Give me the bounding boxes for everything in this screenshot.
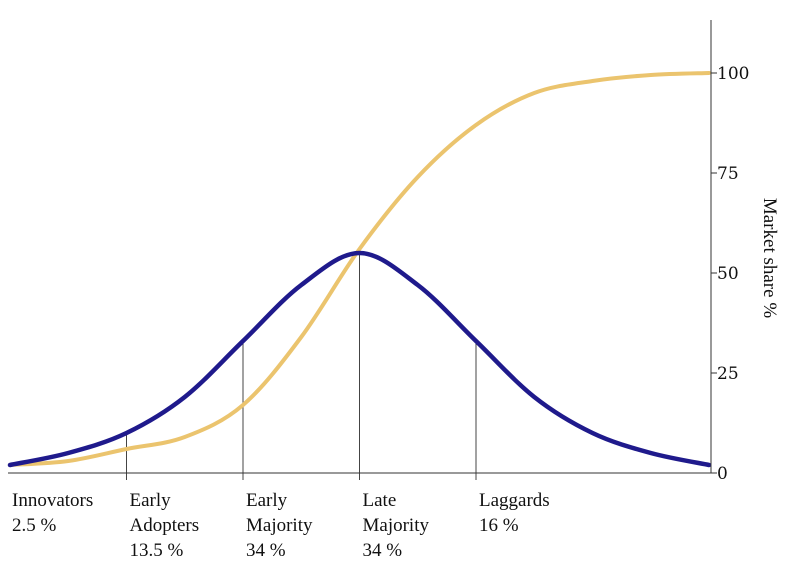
category-labels: Innovators 2.5 % Early Adopters 13.5 % Early M… [12,490,550,561]
category-label-3-line-2: 34 % [363,540,403,561]
y-tick-label-4: 100 [717,64,749,84]
category-label-1-line-1: Adopters [130,515,200,536]
series-curves [7,71,712,468]
category-label-2-line-1: Majority [246,515,313,536]
category-label-2: Early Majority 34 % [246,490,313,561]
y-tick-label-0: 0 [717,464,728,484]
category-label-1-line-2: 13.5 % [130,540,184,561]
axes: 0 25 50 75 100 Market share % [8,20,780,484]
y-axis-title: Market share % [759,198,780,318]
boundary-lines [126,253,477,480]
category-label-4-line-0: Laggards [479,490,550,511]
category-label-2-line-2: 34 % [246,540,286,561]
category-label-1: Early Adopters 13.5 % [130,490,200,561]
category-label-3: Late Majority 34 % [363,490,430,561]
y-tick-label-1: 25 [717,364,739,384]
bell-curve-series [7,250,712,468]
category-label-3-line-1: Majority [363,515,430,536]
category-label-0: Innovators 2.5 % [12,490,93,536]
category-label-0-line-0: Innovators [12,490,93,511]
category-label-0-line-1: 2.5 % [12,515,57,536]
category-label-4-line-1: 16 % [479,515,519,536]
category-label-2-line-0: Early [246,490,288,511]
category-label-1-line-0: Early [130,490,172,511]
y-tick-label-3: 75 [717,164,739,184]
category-label-3-line-0: Late [363,490,397,511]
cumulative-share-series [8,71,711,467]
y-tick-label-2: 50 [717,264,739,284]
category-label-4: Laggards 16 % [479,490,550,536]
